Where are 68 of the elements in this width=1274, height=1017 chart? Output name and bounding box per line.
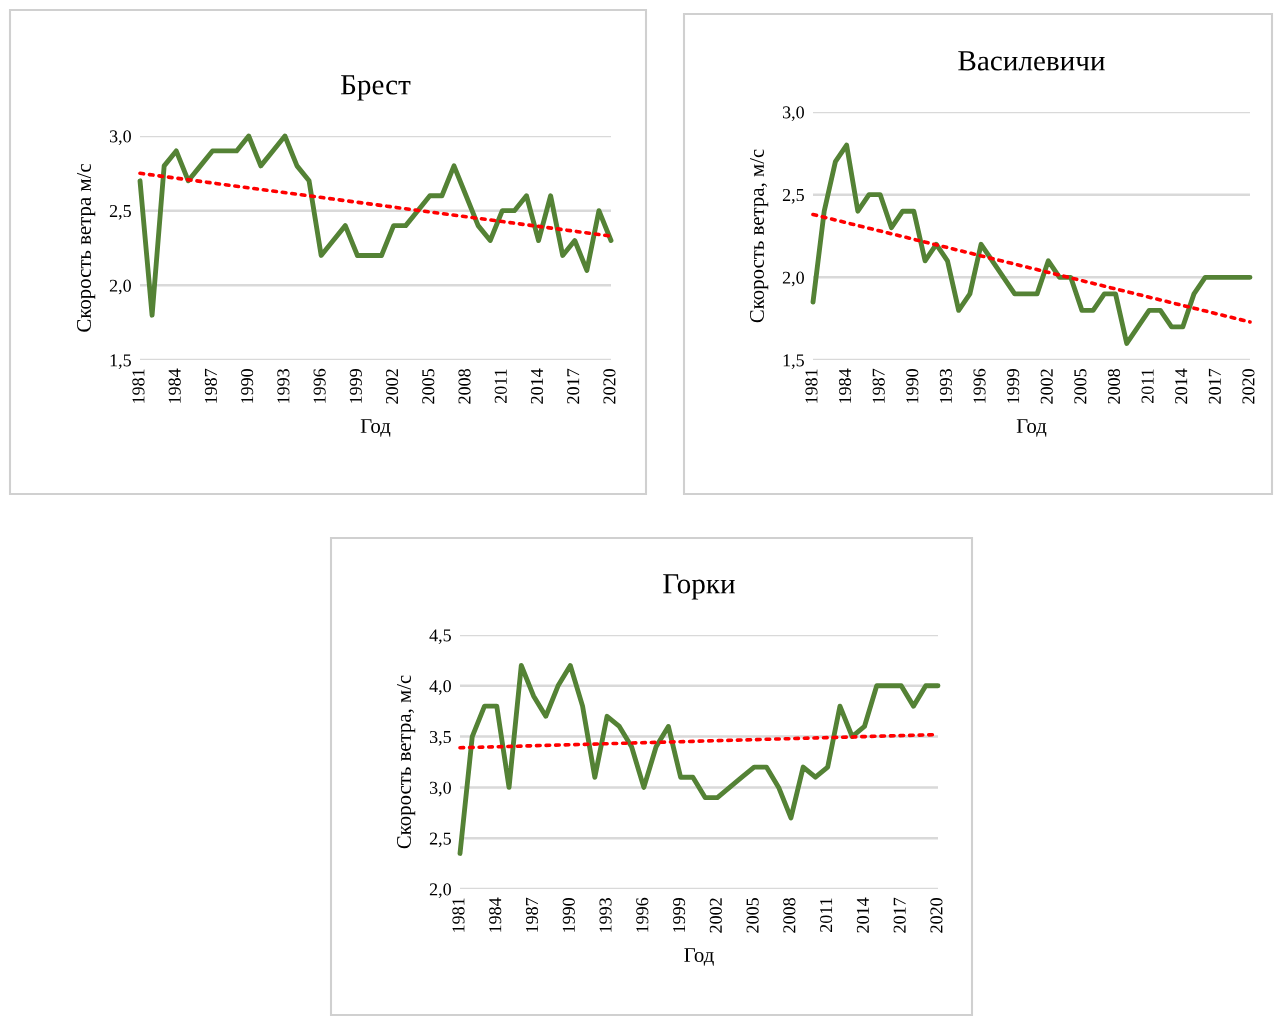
x-tick-label: 2011 — [1141, 369, 1154, 403]
y-axis-title: Скорость ветра, м/с — [396, 675, 416, 849]
x-tick-label: 1999 — [349, 369, 362, 403]
x-tick-label: 2011 — [820, 898, 833, 932]
chart-title: Горки — [663, 574, 735, 600]
x-tick-label: 1996 — [973, 368, 986, 403]
chart-title: Брест — [340, 75, 411, 101]
x-tick-label: 1993 — [599, 898, 612, 932]
y-tick-label: 3,0 — [782, 106, 804, 122]
x-tick-label: 1999 — [1007, 369, 1020, 403]
x-axis-title: Год — [360, 419, 391, 437]
y-tick-label: 2,5 — [109, 204, 131, 220]
x-tick-label: 1999 — [673, 898, 686, 932]
x-tick-label: 1990 — [906, 369, 919, 403]
x-tick-label: 2008 — [458, 369, 471, 404]
x-tick-label: 2002 — [385, 369, 399, 404]
x-tick-label: 1984 — [168, 368, 181, 403]
x-tick-label: 1987 — [525, 897, 539, 932]
x-tick-label: 1996 — [313, 368, 326, 403]
x-tick-label: 1981 — [452, 898, 465, 932]
chart-title: Василевичи — [958, 51, 1105, 71]
x-tick-label: 1984 — [489, 897, 502, 932]
x-tick-label: 1996 — [636, 897, 649, 932]
x-tick-label: 2008 — [1107, 369, 1121, 404]
x-tick-label: 1984 — [838, 368, 852, 403]
x-tick-label: 1990 — [562, 898, 575, 932]
x-tick-label: 1993 — [277, 369, 290, 403]
x-tick-label: 1981 — [132, 369, 145, 403]
y-tick-label: 2,0 — [782, 271, 804, 287]
x-tick-label: 2008 — [783, 898, 796, 933]
x-tick-label: 2005 — [746, 898, 759, 933]
x-tick-label: 1990 — [241, 369, 254, 403]
x-axis-title: Год — [684, 948, 714, 966]
y-tick-label: 1,5 — [110, 354, 131, 370]
x-tick-label: 1981 — [805, 369, 818, 403]
y-tick-label: 4,5 — [429, 629, 451, 645]
line-series — [457, 663, 941, 856]
y-tick-label: 4,0 — [429, 680, 451, 695]
y-tick-label: 2,5 — [429, 832, 451, 848]
x-tick-label: 2005 — [422, 369, 435, 404]
x-tick-label: 2002 — [1040, 369, 1053, 404]
x-tick-label: 2020 — [603, 369, 616, 404]
x-tick-label: 2014 — [856, 897, 869, 933]
x-tick-label: 1987 — [872, 368, 885, 403]
line-series — [137, 133, 614, 318]
x-tick-label: 1993 — [939, 369, 952, 403]
y-tick-label: 2,5 — [782, 188, 804, 204]
x-tick-label: 2020 — [1242, 369, 1255, 404]
x-tick-label: 2017 — [567, 368, 580, 404]
x-tick-label: 1987 — [204, 368, 217, 403]
x-tick-label: 2002 — [709, 898, 722, 933]
y-tick-label: 3,5 — [429, 730, 451, 746]
x-tick-label: 2017 — [1208, 368, 1221, 404]
line-series — [810, 142, 1253, 346]
x-tick-label: 2005 — [1074, 369, 1087, 404]
x-tick-label: 2014 — [530, 368, 544, 404]
y-tick-label: 2,0 — [109, 279, 131, 295]
y-tick-label: 3,0 — [109, 130, 131, 146]
y-axis-title: Скорость ветра, м/с — [749, 149, 769, 323]
x-tick-label: 2017 — [893, 897, 906, 933]
x-tick-label: 2020 — [930, 898, 943, 933]
x-tick-label: 2011 — [494, 369, 507, 403]
y-tick-label: 2,0 — [429, 883, 451, 899]
x-tick-label: 2014 — [1175, 368, 1188, 404]
y-tick-label: 1,5 — [783, 354, 804, 370]
y-tick-label: 3,0 — [429, 781, 451, 797]
y-axis-title: Скорость ветра м/с — [76, 164, 96, 332]
x-axis-title: Год — [1016, 419, 1047, 437]
